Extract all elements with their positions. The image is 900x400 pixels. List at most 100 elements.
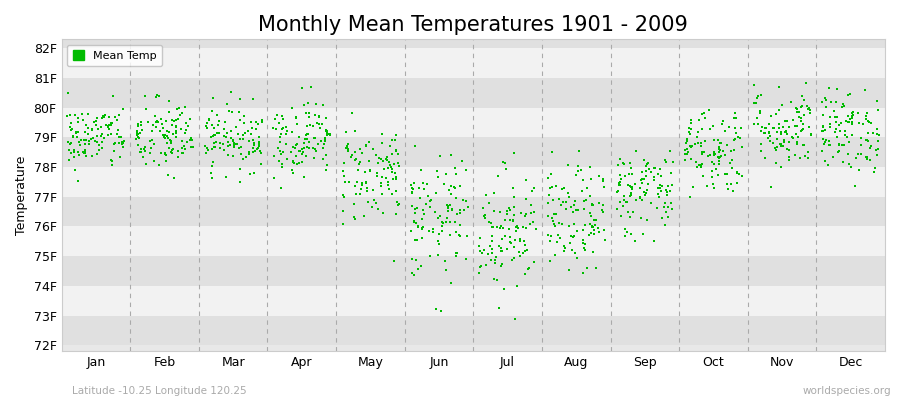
Point [771,107,786,114]
Point [77,146,92,153]
Point [712,144,726,151]
Point [851,120,866,126]
Point [200,124,214,131]
Point [374,180,388,186]
Point [562,194,576,201]
Point [290,141,304,148]
Point [482,200,497,206]
Point [724,148,738,154]
Point [183,137,197,144]
Point [519,210,534,217]
Point [598,237,612,243]
Point [276,116,291,123]
Point [587,227,601,234]
Point [450,250,464,256]
Point [352,161,366,168]
Point [436,228,450,234]
Point [714,140,728,147]
Point [871,138,886,144]
Point [832,148,847,154]
Point [762,130,777,136]
Point [798,80,813,86]
Point [728,124,742,131]
Point [612,180,626,186]
Point [722,124,736,130]
Point [143,150,157,156]
Point [76,148,90,155]
Point [565,234,580,240]
Point [294,150,309,157]
Point [681,149,696,155]
Point [543,238,557,245]
Point [510,223,525,229]
Point [856,121,870,127]
Point [81,111,95,118]
Point [149,124,164,130]
Point [754,141,769,148]
Point [159,133,174,139]
Point [461,204,475,210]
Point [78,152,93,159]
Point [104,120,119,126]
Point [547,220,562,227]
Point [240,128,255,134]
Point [779,128,794,135]
Point [758,125,772,131]
Point [62,124,77,130]
Point [625,183,639,190]
Point [796,126,810,133]
Point [405,190,419,196]
Point [795,93,809,99]
Point [316,101,330,108]
Point [158,118,173,124]
Point [773,140,788,147]
Point [619,228,634,235]
Bar [61,316,885,345]
Point [233,179,248,185]
Point [860,153,874,160]
Point [233,136,248,142]
Point [695,126,709,132]
Point [516,250,530,257]
Point [552,220,566,226]
Point [568,172,582,178]
Point [153,128,167,134]
Point [822,84,836,91]
Bar [61,18,885,48]
Point [711,172,725,178]
Point [255,117,269,123]
Point [518,196,533,202]
Point [712,161,726,167]
Point [134,146,148,152]
Point [183,116,197,122]
Point [354,186,368,192]
Point [582,221,597,227]
Point [150,92,165,98]
Point [623,214,637,220]
Point [101,132,115,138]
Point [418,211,432,218]
Point [112,134,127,140]
Point [371,206,385,212]
Point [347,214,362,220]
Point [595,176,609,182]
Point [792,109,806,115]
Point [131,130,146,137]
Point [290,161,304,168]
Point [319,167,333,174]
Point [232,95,247,102]
Point [774,141,788,148]
Point [597,227,611,234]
Point [771,124,786,131]
Point [826,154,841,161]
Point [707,151,722,157]
Point [416,224,430,230]
Point [789,141,804,147]
Point [112,112,127,118]
Point [447,165,462,171]
Point [98,111,112,118]
Point [159,152,174,158]
Point [766,140,780,146]
Point [245,125,259,131]
Point [347,157,362,164]
